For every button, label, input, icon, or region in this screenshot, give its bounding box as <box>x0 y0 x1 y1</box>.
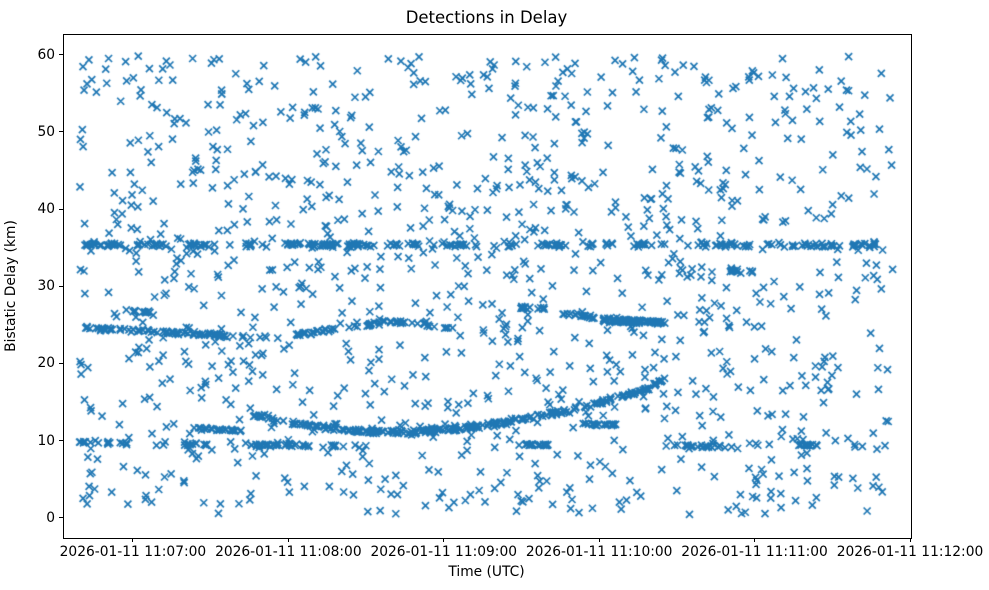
x-tick-mark <box>598 538 600 542</box>
x-axis-label: Time (UTC) <box>448 564 525 580</box>
x-tick-label: 2026-01-11 11:09:00 <box>370 544 518 560</box>
y-tick-label: 20 <box>37 355 55 372</box>
y-tick-mark <box>59 131 63 133</box>
x-tick-mark <box>132 538 134 542</box>
y-tick-mark <box>59 208 63 210</box>
x-tick-label: 2026-01-11 11:08:00 <box>215 544 362 560</box>
y-tick-mark <box>59 54 63 56</box>
plot-area <box>63 34 912 539</box>
x-tick-mark <box>443 538 445 542</box>
y-tick-mark <box>59 362 63 364</box>
y-tick-mark <box>59 440 63 442</box>
scatter-canvas <box>64 35 911 538</box>
y-tick-label: 60 <box>37 46 55 63</box>
y-axis-label: Bistatic Delay (km) <box>3 220 19 352</box>
x-tick-mark <box>909 538 911 542</box>
y-tick-label: 30 <box>37 278 55 295</box>
x-tick-mark <box>287 538 289 542</box>
y-tick-mark <box>59 517 63 519</box>
y-tick-label: 40 <box>37 201 55 218</box>
x-tick-label: 2026-01-11 11:07:00 <box>59 544 207 560</box>
y-tick-mark <box>59 285 63 287</box>
x-tick-label: 2026-01-11 11:10:00 <box>525 544 673 560</box>
x-tick-label: 2026-01-11 11:12:00 <box>836 544 984 560</box>
y-tick-label: 50 <box>37 123 55 140</box>
x-tick-mark <box>754 538 756 542</box>
y-tick-label: 10 <box>37 432 55 449</box>
y-tick-label: 0 <box>46 509 55 526</box>
x-tick-label: 2026-01-11 11:11:00 <box>681 544 828 560</box>
chart-title: Detections in Delay <box>405 8 568 27</box>
